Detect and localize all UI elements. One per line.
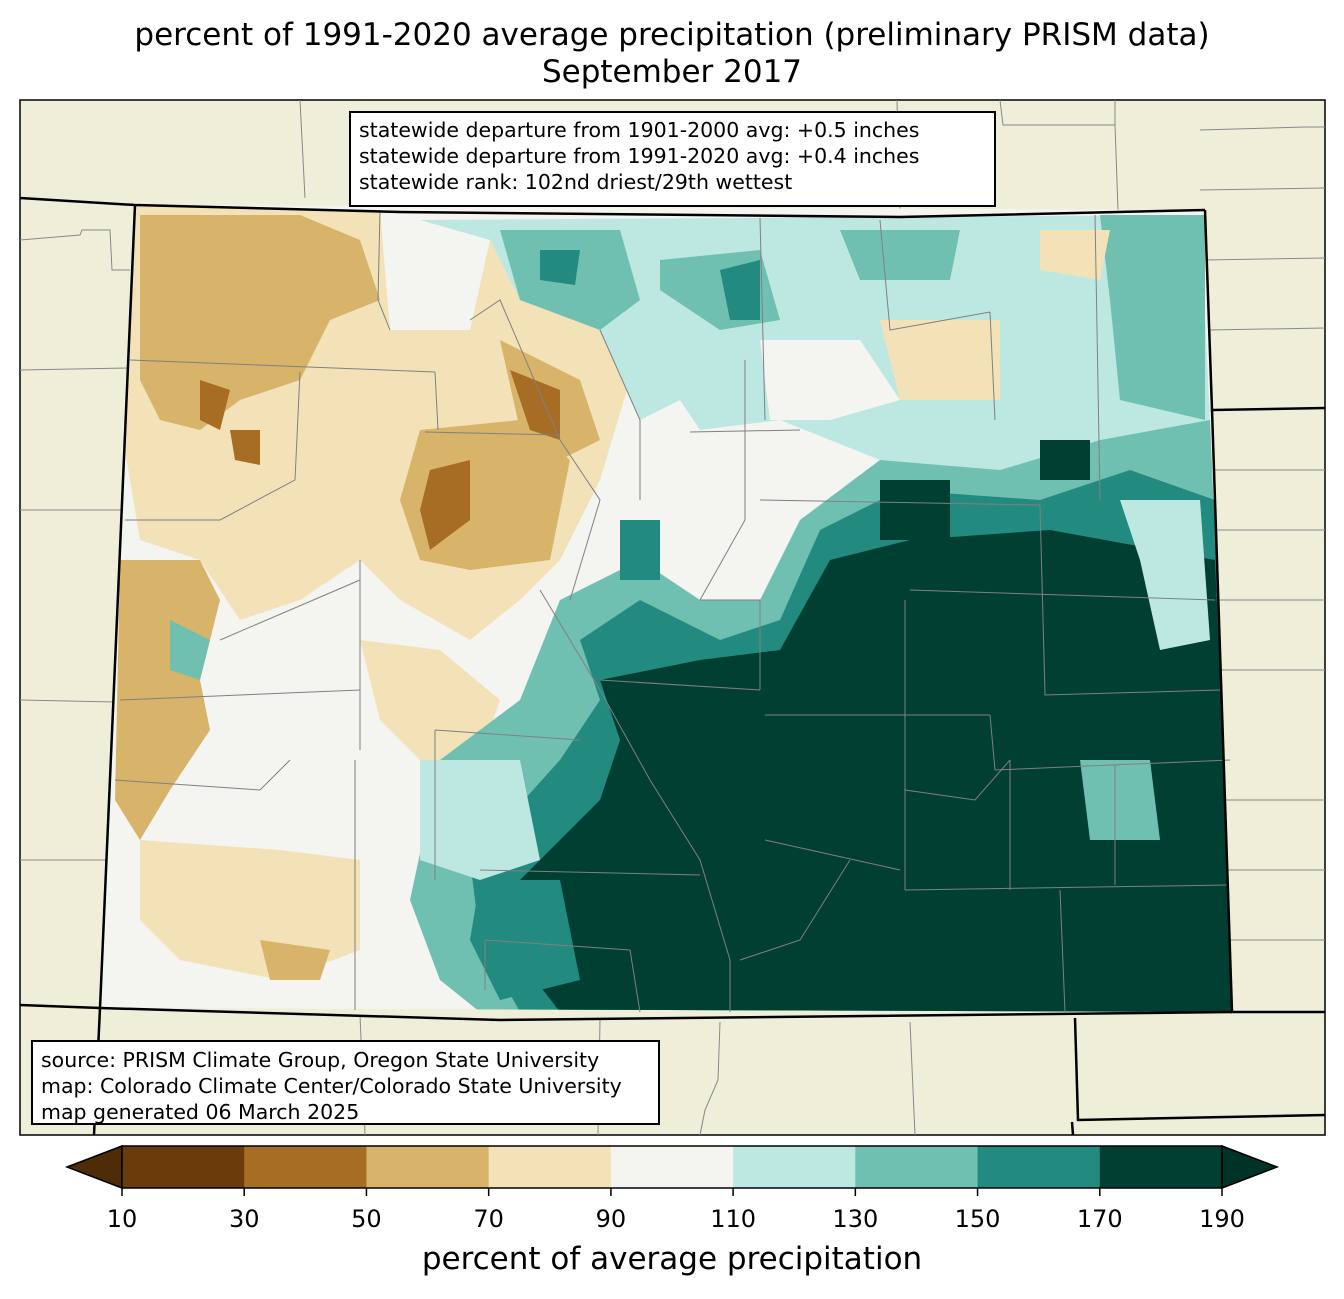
colorbar-tick-label: 130: [832, 1205, 879, 1233]
colorbar-bins: [122, 1146, 1223, 1188]
colorbar-bin: [855, 1146, 979, 1188]
colorbar-tick-label: 10: [106, 1205, 138, 1233]
precipitation-field: [100, 205, 1232, 1012]
colorbar-tick-label: 150: [954, 1205, 1001, 1233]
colorbar: [64, 1144, 1280, 1196]
colorbar-tick-label: 170: [1076, 1205, 1123, 1233]
colorbar-bin: [488, 1146, 612, 1188]
colorbar-over-arrow: [1221, 1144, 1280, 1190]
source-line: map: Colorado Climate Center/Colorado St…: [41, 1074, 622, 1098]
source-credit-box: source: PRISM Climate Group, Oregon Stat…: [31, 1040, 660, 1125]
stats-line: statewide rank: 102nd driest/29th wettes…: [359, 170, 793, 194]
colorbar-title: percent of average precipitation: [421, 1241, 923, 1277]
colorbar-bin: [977, 1146, 1101, 1188]
stats-line: statewide departure from 1901-2000 avg: …: [359, 118, 920, 142]
colorbar-tick-label: 110: [710, 1205, 757, 1233]
colorbar-tick-label: 190: [1199, 1205, 1245, 1233]
colorbar-tick-label: 50: [351, 1205, 382, 1233]
map-title: percent of 1991-2020 average precipitati…: [134, 17, 1210, 53]
colorbar-tick-label: 70: [473, 1205, 504, 1233]
colorbar-bin: [733, 1146, 856, 1188]
stats-line: statewide departure from 1991-2020 avg: …: [359, 144, 920, 168]
colorbar-bin: [122, 1146, 245, 1188]
map-subtitle: September 2017: [541, 54, 803, 90]
colorbar-bin: [244, 1146, 367, 1188]
county-lines: [114, 209, 1231, 1013]
source-line: map generated 06 March 2025: [41, 1100, 360, 1124]
colorbar-tick-label: 90: [595, 1205, 627, 1233]
statewide-stats-box: statewide departure from 1901-2000 avg: …: [349, 111, 996, 207]
neighbor-county-lines: [19, 99, 1326, 1136]
colorbar-bin: [1099, 1146, 1223, 1188]
colorbar-tick-label: 30: [228, 1205, 260, 1233]
colorbar-under-arrow: [64, 1144, 123, 1190]
source-line: source: PRISM Climate Group, Oregon Stat…: [41, 1048, 600, 1072]
colorbar-bin: [610, 1146, 734, 1188]
colorbar-bin: [366, 1146, 490, 1188]
